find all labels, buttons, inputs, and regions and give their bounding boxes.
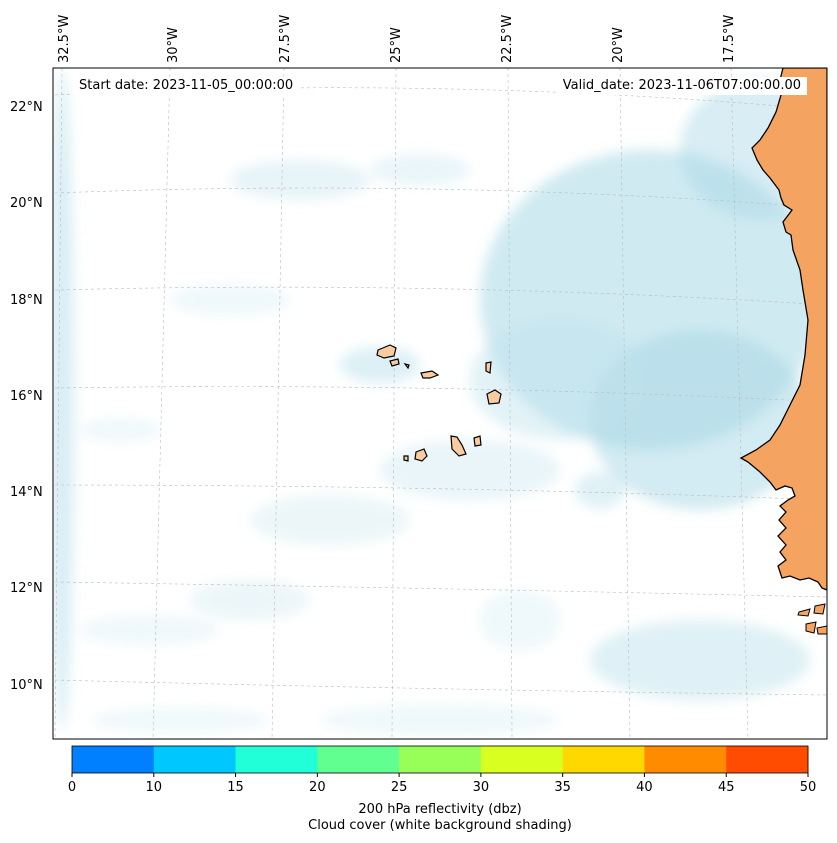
colorbar-label: 200 hPa reflectivity (dbz)	[358, 802, 522, 817]
colorbar-segment	[72, 746, 155, 773]
africa-mainland	[739, 68, 827, 591]
island-santo-antao	[376, 344, 397, 359]
island-boa-vista	[486, 389, 502, 405]
lon-label: 25°W	[389, 27, 404, 63]
latitude-labels: 22°N 20°N 18°N 16°N 14°N 12°N 10°N	[10, 100, 43, 693]
island-maio	[473, 435, 482, 447]
colorbar-tick-label: 15	[227, 780, 244, 795]
cloud-cover-shading	[53, 70, 827, 735]
colorbar-tick-label: 35	[554, 780, 571, 795]
start-date-label: Start date: 2023-11-05_00:00:00	[73, 77, 300, 95]
colorbar-tick-label: 30	[473, 780, 490, 795]
bijagos-islands	[797, 603, 827, 635]
lat-label: 20°N	[10, 196, 43, 211]
colorbar-tick-label: 0	[68, 780, 76, 795]
colorbar-frame	[71, 745, 809, 774]
colorbar-tick-label: 10	[146, 780, 163, 795]
lat-label: 12°N	[10, 581, 43, 596]
colorbar-segment	[644, 746, 727, 773]
colorbar-tick-label: 40	[636, 780, 653, 795]
island-santiago	[450, 435, 467, 457]
longitude-labels: 32.5°W 30°W 27.5°W 25°W 22.5°W 20°W 17.5…	[57, 15, 737, 63]
lat-label: 14°N	[10, 485, 43, 500]
lon-label: 22.5°W	[500, 15, 515, 63]
gridlines	[54, 68, 827, 739]
island-brava	[403, 455, 409, 462]
lon-label: 27.5°W	[278, 15, 293, 63]
colorbar-tick-label: 20	[309, 780, 326, 795]
colorbar-segment	[726, 746, 809, 773]
island-sao-vicente	[389, 358, 400, 367]
colorbar-segment	[480, 746, 564, 773]
lat-label: 16°N	[10, 389, 43, 404]
island-fogo	[414, 448, 428, 462]
colorbar-segment	[235, 746, 318, 773]
lon-label: 17.5°W	[722, 15, 737, 63]
colorbar-segment	[562, 746, 645, 773]
lat-label: 10°N	[10, 678, 43, 693]
map-frame	[52, 67, 828, 740]
colorbar-segment	[317, 746, 400, 773]
valid-date-label: Valid_date: 2023-11-06T07:00:00.00	[556, 77, 807, 95]
colorbar-tick-label: 50	[800, 780, 817, 795]
lat-label: 18°N	[10, 293, 43, 308]
lon-label: 30°W	[166, 27, 181, 63]
lon-label: 20°W	[611, 27, 626, 63]
colorbar-segment	[399, 746, 482, 773]
lat-label: 22°N	[10, 100, 43, 115]
colorbar-tick-label: 25	[391, 780, 408, 795]
colorbar-segment	[153, 746, 237, 773]
island-sal	[485, 361, 492, 374]
island-sao-nicolau	[420, 370, 440, 379]
colorbar-sublabel: Cloud cover (white background shading)	[308, 818, 572, 833]
colorbar: 0 10 15 20 25 30 35 40 45 50	[68, 745, 817, 795]
colorbar-tick-label: 45	[718, 780, 735, 795]
cape-verde-islands	[376, 344, 502, 462]
island-santa-luzia	[403, 363, 410, 370]
lon-label: 32.5°W	[57, 15, 72, 63]
